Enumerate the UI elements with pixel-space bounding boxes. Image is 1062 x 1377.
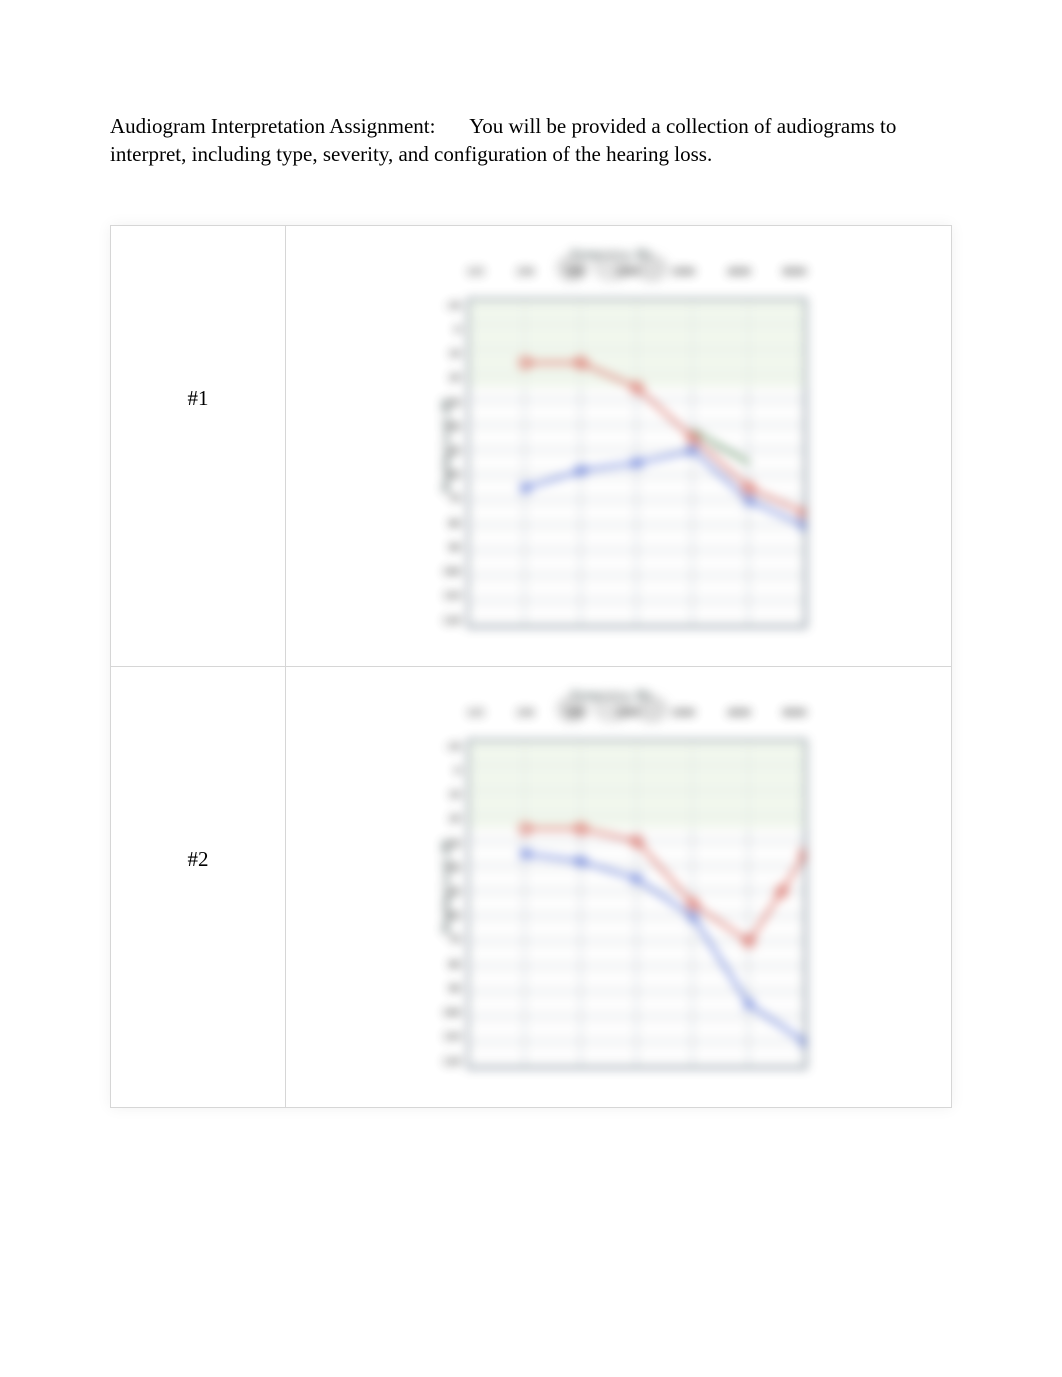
y-tick-label: 50 [449, 443, 461, 458]
y-tick-label: 50 [449, 884, 461, 899]
x-tick-label: 1000 [615, 264, 639, 279]
y-tick-label: 0 [455, 763, 461, 778]
y-tick-label: 70 [449, 932, 461, 947]
row-label-cell: #2 [111, 667, 286, 1107]
y-tick-label: 10 [449, 787, 461, 802]
x-tick-label: 250 [516, 705, 534, 720]
intro-paragraph: Audiogram Interpretation Assignment: You… [110, 112, 952, 169]
y-tick-label: 90 [449, 540, 461, 555]
y-tick-label: 80 [449, 957, 461, 972]
x-tick-label: 500 [566, 705, 584, 720]
y-ticks: -10 0 10 20 30 40 50 60 70 80 90 100 110 120 [437, 298, 461, 628]
y-tick-label: 70 [449, 491, 461, 506]
y-tick-label: 90 [449, 981, 461, 996]
plot-area [467, 739, 807, 1069]
audiogram-table: #1 Frequency, HzHearing Level, dB1252505… [110, 225, 952, 1108]
y-tick-label: 60 [449, 467, 461, 482]
y-tick-label: 110 [443, 1029, 460, 1044]
row-chart-cell: Frequency, HzHearing Level, dB1252505001… [286, 667, 951, 1107]
y-tick-label: 120 [443, 613, 461, 628]
row-label-cell: #1 [111, 226, 286, 666]
x-tick-label: 4000 [727, 705, 751, 720]
y-tick-label: -10 [445, 298, 461, 313]
x-tick-label: 250 [516, 264, 534, 279]
y-tick-label: 30 [449, 395, 461, 410]
y-tick-label: 20 [449, 370, 461, 385]
y-tick-label: -10 [445, 739, 461, 754]
x-tick-label: 125 [467, 264, 485, 279]
y-tick-label: 60 [449, 908, 461, 923]
y-tick-label: 120 [443, 1054, 461, 1069]
y-tick-label: 100 [443, 1005, 461, 1020]
table-row: #2 Frequency, HzHearing Level, dB1252505… [111, 667, 951, 1107]
plot-area [467, 298, 807, 628]
x-tick-label: 1000 [615, 705, 639, 720]
x-tick-label: 2000 [671, 705, 695, 720]
y-tick-label: 30 [449, 836, 461, 851]
y-ticks: -10 0 10 20 30 40 50 60 70 80 90 100 110 120 [437, 739, 461, 1069]
y-tick-label: 110 [443, 588, 460, 603]
x-tick-label: 4000 [727, 264, 751, 279]
x-tick-label: 125 [467, 705, 485, 720]
x-ticks: 125 250 500 1000 2000 4000 8000 [467, 705, 807, 720]
y-tick-label: 40 [449, 419, 461, 434]
intro-title: Audiogram Interpretation Assignment: [110, 114, 435, 138]
y-tick-label: 0 [455, 322, 461, 337]
y-tick-label: 80 [449, 516, 461, 531]
x-ticks: 125 250 500 1000 2000 4000 8000 [467, 264, 807, 279]
y-tick-label: 10 [449, 346, 461, 361]
x-tick-label: 8000 [782, 705, 806, 720]
x-tick-label: 8000 [782, 264, 806, 279]
y-tick-label: 20 [449, 811, 461, 826]
row-chart-cell: Frequency, HzHearing Level, dB1252505001… [286, 226, 951, 666]
audiogram-1: Frequency, HzHearing Level, dB1252505001… [407, 246, 817, 646]
y-tick-label: 40 [449, 860, 461, 875]
x-tick-label: 500 [566, 264, 584, 279]
y-tick-label: 100 [443, 564, 461, 579]
x-tick-label: 2000 [671, 264, 695, 279]
table-row: #1 Frequency, HzHearing Level, dB1252505… [111, 226, 951, 667]
row-label: #2 [188, 847, 209, 872]
audiogram-2: Frequency, HzHearing Level, dB1252505001… [407, 687, 817, 1087]
row-label: #1 [188, 386, 209, 411]
